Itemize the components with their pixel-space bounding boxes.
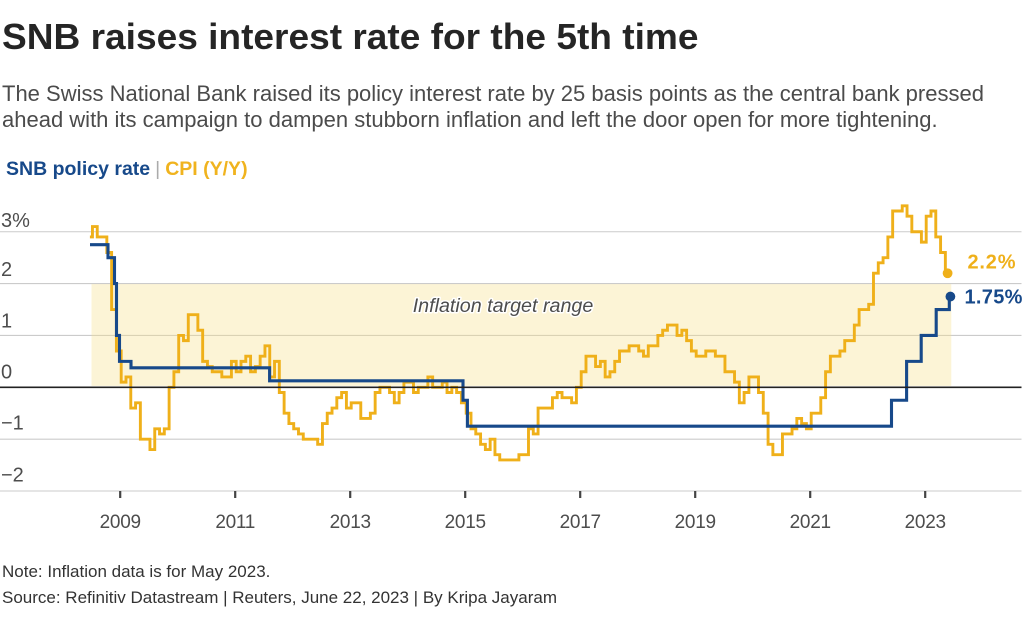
svg-text:2009: 2009 (100, 512, 141, 533)
svg-text:Inflation target range: Inflation target range (413, 295, 594, 317)
svg-text:0: 0 (1, 361, 12, 383)
svg-text:2011: 2011 (215, 512, 255, 533)
svg-text:2: 2 (1, 259, 12, 281)
svg-text:2023: 2023 (905, 512, 946, 533)
svg-text:2017: 2017 (560, 512, 601, 533)
svg-text:2019: 2019 (675, 512, 716, 533)
svg-text:3%: 3% (1, 210, 30, 232)
svg-text:2015: 2015 (445, 512, 486, 533)
svg-text:1.75%: 1.75% (965, 287, 1023, 309)
svg-text:2.2%: 2.2% (968, 252, 1017, 274)
svg-text:1: 1 (1, 311, 12, 333)
svg-text:2021: 2021 (790, 512, 831, 533)
svg-text:−1: −1 (1, 413, 24, 435)
svg-text:−2: −2 (1, 465, 24, 487)
svg-text:2013: 2013 (330, 512, 371, 533)
